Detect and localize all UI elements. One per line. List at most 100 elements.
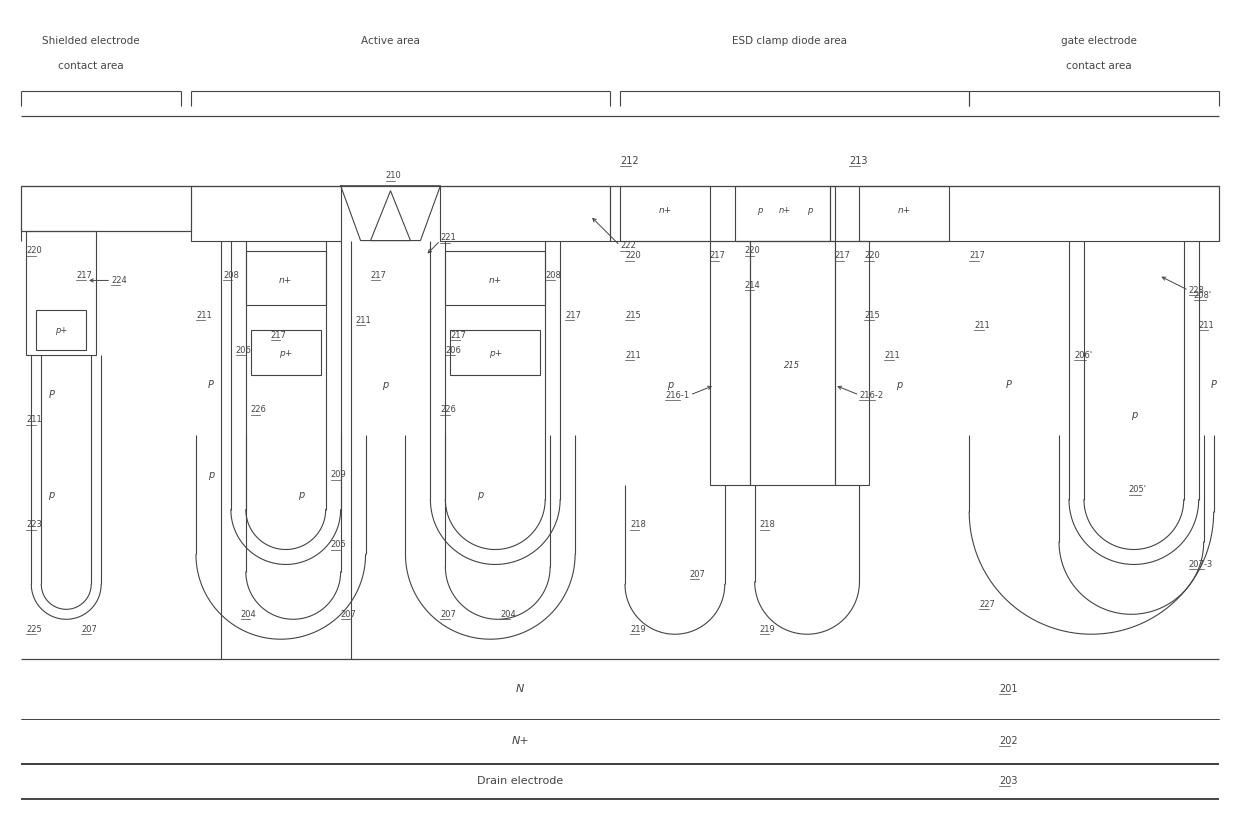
Text: 215: 215 — [784, 361, 800, 370]
Text: P: P — [1006, 380, 1012, 390]
Text: 226: 226 — [250, 406, 267, 415]
Text: 221: 221 — [440, 233, 456, 242]
Bar — [610, 186, 830, 240]
Text: 220: 220 — [745, 246, 760, 255]
Text: 217: 217 — [565, 311, 582, 319]
Bar — [445, 250, 546, 306]
Text: 206: 206 — [445, 346, 461, 355]
Text: p: p — [756, 206, 763, 215]
Bar — [450, 330, 541, 375]
Text: n+: n+ — [779, 206, 791, 215]
Bar — [620, 186, 709, 240]
Bar — [709, 240, 750, 485]
Text: p+: p+ — [489, 349, 502, 358]
Text: N+: N+ — [511, 737, 529, 747]
Text: Shielded electrode: Shielded electrode — [42, 36, 140, 46]
Text: p: p — [382, 380, 388, 390]
Text: 214: 214 — [745, 281, 760, 290]
Text: 204: 204 — [500, 610, 516, 619]
Bar — [735, 186, 835, 240]
Text: 225: 225 — [26, 625, 42, 634]
Text: 207: 207 — [81, 625, 97, 634]
Text: Drain electrode: Drain electrode — [477, 776, 563, 786]
Text: 219: 219 — [760, 625, 775, 634]
Text: n+: n+ — [279, 276, 293, 285]
Text: contact area: contact area — [58, 61, 124, 71]
Text: Active area: Active area — [361, 36, 420, 46]
Text: 201: 201 — [999, 684, 1018, 694]
Bar — [191, 186, 341, 240]
Bar — [21, 186, 191, 231]
Text: 217: 217 — [450, 331, 466, 340]
Text: 213: 213 — [849, 156, 868, 165]
Text: 218: 218 — [630, 520, 646, 529]
Text: 211: 211 — [625, 350, 641, 359]
Bar — [859, 186, 950, 240]
Text: 211: 211 — [884, 350, 900, 359]
Text: 215: 215 — [625, 311, 641, 319]
Text: 224: 224 — [112, 276, 126, 285]
Text: 212: 212 — [620, 156, 639, 165]
Text: 220: 220 — [864, 251, 880, 260]
Text: p+: p+ — [55, 326, 67, 335]
Text: 217: 217 — [709, 251, 725, 260]
Text: 228: 228 — [1189, 286, 1204, 295]
Text: 208': 208' — [1194, 291, 1211, 300]
Text: 209: 209 — [331, 470, 346, 479]
Text: 211: 211 — [975, 321, 990, 330]
Text: P: P — [208, 380, 213, 390]
Bar — [750, 240, 835, 485]
Text: 218: 218 — [760, 520, 775, 529]
Text: n+: n+ — [658, 206, 672, 215]
Text: ESD clamp diode area: ESD clamp diode area — [732, 36, 847, 46]
Text: 205: 205 — [331, 540, 346, 549]
Text: 211: 211 — [196, 311, 212, 319]
Text: 204: 204 — [241, 610, 257, 619]
Text: 208: 208 — [546, 271, 560, 280]
Text: n+: n+ — [489, 276, 502, 285]
Text: 220: 220 — [625, 251, 641, 260]
Text: 205': 205' — [1128, 485, 1147, 494]
Bar — [830, 186, 1219, 240]
Text: gate electrode: gate electrode — [1061, 36, 1137, 46]
Text: 211: 211 — [356, 315, 371, 325]
Text: 216-1: 216-1 — [665, 390, 689, 399]
Text: 223: 223 — [26, 520, 42, 529]
Text: 222: 222 — [620, 241, 636, 250]
Bar — [246, 250, 326, 306]
Text: 220: 220 — [26, 246, 42, 255]
Text: 207: 207 — [341, 610, 357, 619]
Text: 227: 227 — [980, 600, 994, 609]
Bar — [835, 240, 869, 485]
Text: p: p — [897, 380, 903, 390]
Text: 210: 210 — [386, 171, 402, 180]
Text: p: p — [477, 490, 484, 500]
Text: 217: 217 — [270, 331, 286, 340]
Text: p: p — [208, 469, 215, 480]
Text: p+: p+ — [279, 349, 293, 358]
Bar — [26, 231, 97, 355]
Text: 207: 207 — [440, 610, 456, 619]
Text: 217: 217 — [970, 251, 985, 260]
Text: n+: n+ — [898, 206, 911, 215]
Bar — [250, 330, 321, 375]
Text: 206': 206' — [1074, 350, 1092, 359]
Text: 216-2: 216-2 — [859, 390, 884, 399]
Text: 219: 219 — [630, 625, 646, 634]
Text: 207: 207 — [689, 570, 706, 579]
Text: 211: 211 — [26, 416, 42, 425]
Text: 207-3: 207-3 — [1189, 560, 1213, 569]
Text: 203: 203 — [999, 776, 1018, 786]
Text: 217: 217 — [371, 271, 387, 280]
Bar — [440, 186, 610, 240]
Text: P: P — [1210, 380, 1216, 390]
Text: 226: 226 — [440, 406, 456, 415]
Text: p: p — [298, 490, 304, 500]
Text: N: N — [516, 684, 525, 694]
Text: 208: 208 — [223, 271, 239, 280]
Text: p: p — [807, 206, 812, 215]
Text: contact area: contact area — [1066, 61, 1132, 71]
Text: 202: 202 — [999, 737, 1018, 747]
Text: p: p — [1131, 410, 1137, 420]
Text: p: p — [48, 490, 55, 500]
